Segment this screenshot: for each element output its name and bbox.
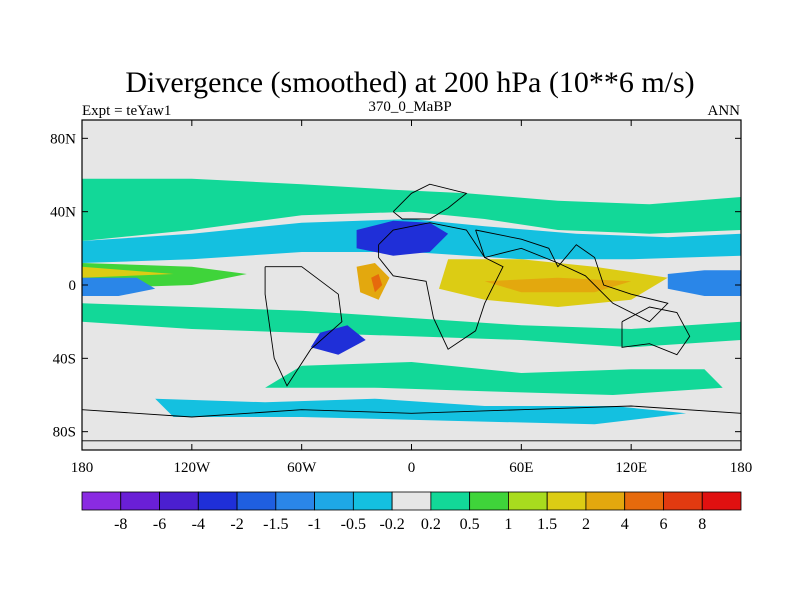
colorbar-label: 0.5 xyxy=(460,516,480,533)
x-tick-label: 120E xyxy=(615,460,647,476)
x-tick-label: 120W xyxy=(173,460,211,476)
field-south-atlantic-blue xyxy=(310,325,366,355)
colorbar-label: -2 xyxy=(230,516,243,533)
y-tick-label: 40S xyxy=(53,351,76,367)
field-north-atlantic-blue xyxy=(356,220,449,256)
y-tick-label: 80S xyxy=(53,425,76,441)
colorbar-label: 6 xyxy=(659,516,667,533)
colorbar-label: 4 xyxy=(621,516,629,533)
coastline-1 xyxy=(378,222,504,350)
colorbar-swatch xyxy=(430,491,471,511)
colorbar-swatch xyxy=(546,491,587,511)
subtitle-right: ANN xyxy=(708,103,741,119)
colorbar-swatch xyxy=(120,491,160,511)
subtitle-center: 370_0_MaBP xyxy=(368,99,451,115)
colorbar-swatch xyxy=(236,491,277,511)
field-southern-ocean-green xyxy=(265,362,723,395)
colorbar-swatch xyxy=(508,491,548,511)
colorbar-label: 2 xyxy=(582,516,590,533)
chart-title: Divergence (smoothed) at 200 hPa (10**6 … xyxy=(125,66,694,99)
colorbar-swatch xyxy=(81,491,122,511)
coastline-3 xyxy=(621,306,691,356)
x-tick-label: 60W xyxy=(287,460,317,476)
field-northern-green-band xyxy=(82,178,741,241)
colorbar-label: 1.5 xyxy=(537,516,557,533)
colorbar-label: -0.5 xyxy=(341,516,366,533)
map-field xyxy=(82,120,741,450)
axes: 180 120W 60W 0 60E 120E 180 80N 40N 0 40S 80S xyxy=(50,120,752,476)
colorbar-swatch xyxy=(275,491,315,511)
colorbar-swatch xyxy=(585,491,626,511)
field-pacific-east-blue xyxy=(667,270,741,296)
colorbar-label: 0.2 xyxy=(421,516,441,533)
colorbar-swatch xyxy=(663,491,703,511)
colorbar-label: -6 xyxy=(153,516,166,533)
colorbar-swatch xyxy=(159,491,199,511)
coastline-2 xyxy=(475,229,669,323)
x-tick-label: 180 xyxy=(730,460,753,476)
colorbar-swatch xyxy=(391,491,432,511)
field-pacific-west-blue xyxy=(82,277,156,296)
y-tick-label: 0 xyxy=(69,278,77,294)
colorbar-label: 1 xyxy=(504,516,512,533)
field-south-pacific-green xyxy=(82,303,741,348)
field-southern-ocean-cyan xyxy=(155,398,687,425)
y-tick-label: 80N xyxy=(50,131,76,147)
colorbar: -8 -6 -4 -2 -1.5 -1 -0.5 -0.2 0.2 0.5 1 1.5 2 4 6 8 xyxy=(81,491,742,533)
colorbar-label: -0.2 xyxy=(379,516,404,533)
coastline-4 xyxy=(264,266,343,387)
colorbar-swatch xyxy=(469,491,509,511)
x-tick-label: 0 xyxy=(408,460,416,476)
colorbar-swatch xyxy=(624,491,664,511)
x-tick-label: 180 xyxy=(71,460,94,476)
colorbar-label: -8 xyxy=(114,516,127,533)
y-tick-label: 40N xyxy=(50,205,76,221)
x-tick-label: 60E xyxy=(509,460,533,476)
field-equatorial-yellow xyxy=(82,266,174,278)
colorbar-label: -4 xyxy=(192,516,205,533)
colorbar-label: -1.5 xyxy=(263,516,288,533)
colorbar-label: 8 xyxy=(698,516,706,533)
subtitle-left: Expt = teYaw1 xyxy=(82,103,171,119)
colorbar-swatch xyxy=(701,491,742,511)
colorbar-swatch xyxy=(352,491,393,511)
coastline-0 xyxy=(392,183,468,220)
colorbar-swatch xyxy=(197,491,238,511)
field-indian-ocean-orange xyxy=(484,277,632,293)
colorbar-label: -1 xyxy=(308,516,321,533)
colorbar-swatch xyxy=(314,491,354,511)
field-africa-red xyxy=(371,274,383,293)
